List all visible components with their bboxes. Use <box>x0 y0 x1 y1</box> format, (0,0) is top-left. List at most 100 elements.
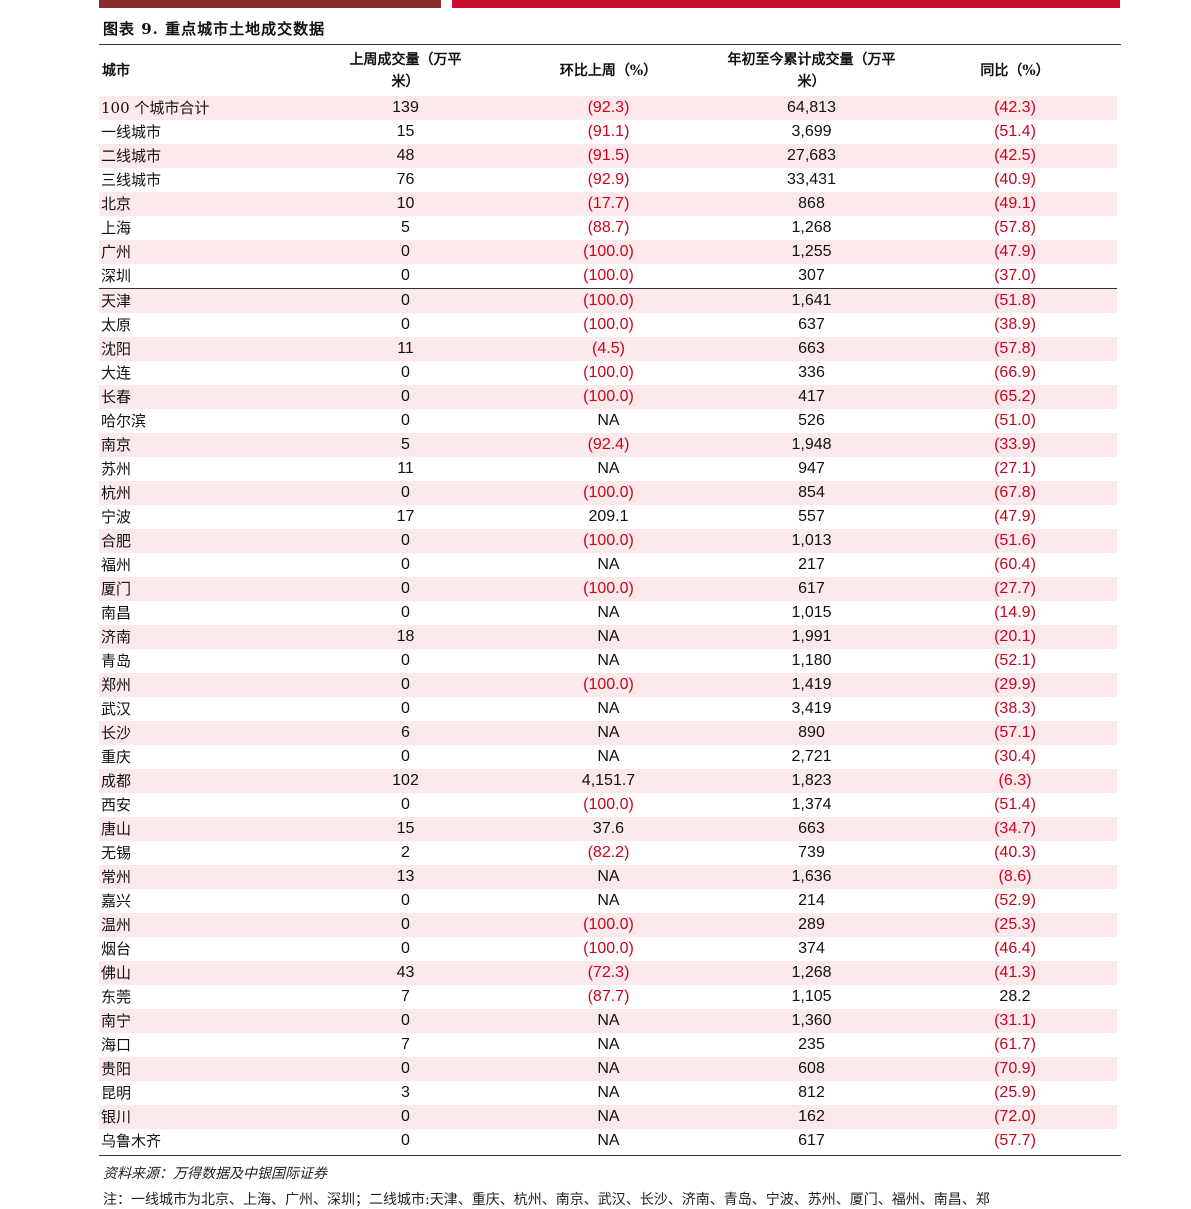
ytd-cell: 663 <box>710 337 913 361</box>
city-cell: 广州 <box>99 240 304 264</box>
yoy-cell: (52.1) <box>994 652 1036 669</box>
table-row: 南昌 0 NA 1,015 (14.9) <box>99 601 1117 625</box>
ytd-cell: 307 <box>798 267 825 284</box>
wow-cell: NA <box>597 412 620 429</box>
header-ytd: 年初至今累计成交量（万平米） <box>727 51 896 90</box>
ytd-cell: 1,374 <box>791 796 832 813</box>
ytd-cell: 1,255 <box>710 240 913 264</box>
yoy-cell: 28.2 <box>999 988 1031 1005</box>
yoy-cell: (25.3) <box>913 913 1117 937</box>
ytd-cell: 1,636 <box>710 865 913 889</box>
city-cell: 武汉 <box>101 700 132 718</box>
wow-cell: (82.2) <box>587 844 630 861</box>
ytd-cell: 2,721 <box>791 748 832 765</box>
table-row: 太原 0 (100.0) 637 (38.9) <box>99 313 1117 337</box>
yoy-cell: (61.7) <box>994 1036 1036 1053</box>
wow-cell: NA <box>507 865 710 889</box>
week-volume-cell: 0 <box>304 1009 507 1033</box>
ytd-cell: 1,360 <box>710 1009 913 1033</box>
table-row: 常州 13 NA 1,636 (8.6) <box>99 865 1117 889</box>
ytd-cell: 33,431 <box>787 171 836 188</box>
table-row: 郑州 0 (100.0) 1,419 (29.9) <box>99 673 1117 697</box>
yoy-cell: (51.4) <box>994 123 1036 140</box>
land-transaction-table: 城市 上周成交量（万平米） 环比上周（%） 年初至今累计成交量（万平米） 同比（… <box>99 45 1117 1153</box>
city-cell: 杭州 <box>99 481 304 505</box>
wow-cell: NA <box>507 1057 710 1081</box>
yoy-cell: (34.7) <box>913 817 1117 841</box>
table-row: 三线城市 76 (92.9) 33,431 (40.9) <box>99 168 1117 192</box>
ytd-cell: 637 <box>798 316 825 333</box>
week-volume-cell: 0 <box>304 481 507 505</box>
week-volume-cell: 2 <box>401 844 410 861</box>
ytd-cell: 1,015 <box>791 604 832 621</box>
city-cell: 银川 <box>99 1105 304 1129</box>
week-volume-cell: 11 <box>397 460 414 477</box>
table-row: 南宁 0 NA 1,360 (31.1) <box>99 1009 1117 1033</box>
wow-cell: NA <box>597 892 620 909</box>
ytd-cell: 1,419 <box>710 673 913 697</box>
wow-cell: (91.5) <box>507 144 710 168</box>
table-row: 哈尔滨 0 NA 526 (51.0) <box>99 409 1117 433</box>
ytd-cell: 526 <box>798 412 825 429</box>
ytd-cell: 617 <box>710 577 913 601</box>
wow-cell: (100.0) <box>507 673 710 697</box>
table-row: 温州 0 (100.0) 289 (25.3) <box>99 913 1117 937</box>
city-cell: 无锡 <box>101 844 132 862</box>
ytd-cell: 557 <box>798 508 825 525</box>
table-row: 乌鲁木齐 0 NA 617 (57.7) <box>99 1129 1117 1153</box>
city-cell: 青岛 <box>101 652 132 670</box>
table-row: 杭州 0 (100.0) 854 (67.8) <box>99 481 1117 505</box>
table-header-row: 城市 上周成交量（万平米） 环比上周（%） 年初至今累计成交量（万平米） 同比（… <box>99 45 1117 96</box>
table-row: 昆明 3 NA 812 (25.9) <box>99 1081 1117 1105</box>
table-row: 烟台 0 (100.0) 374 (46.4) <box>99 937 1117 961</box>
yoy-cell: (38.9) <box>994 316 1036 333</box>
yoy-cell: (42.3) <box>913 96 1117 120</box>
wow-cell: (92.4) <box>507 433 710 457</box>
week-volume-cell: 0 <box>401 556 410 573</box>
wow-cell: NA <box>597 1036 620 1053</box>
wow-cell: (100.0) <box>583 940 634 957</box>
city-cell: 一线城市 <box>101 123 162 141</box>
yoy-cell: (65.2) <box>913 385 1117 409</box>
wow-cell: NA <box>507 721 710 745</box>
table-row: 唐山 15 37.6 663 (34.7) <box>99 817 1117 841</box>
yoy-cell: (40.9) <box>994 171 1036 188</box>
yoy-cell: (27.7) <box>913 577 1117 601</box>
city-cell: 福州 <box>101 556 132 574</box>
city-cell: 唐山 <box>99 817 304 841</box>
table-row: 宁波 17 209.1 557 (47.9) <box>99 505 1117 529</box>
city-cell: 重庆 <box>101 748 132 766</box>
wow-cell: NA <box>597 1084 620 1101</box>
table-row: 嘉兴 0 NA 214 (52.9) <box>99 889 1117 913</box>
yoy-cell: (14.9) <box>994 604 1036 621</box>
ytd-cell: 64,813 <box>710 96 913 120</box>
yoy-cell: (38.3) <box>994 700 1036 717</box>
yoy-cell: (66.9) <box>994 364 1036 381</box>
yoy-cell: (47.9) <box>994 508 1036 525</box>
table-row: 银川 0 NA 162 (72.0) <box>99 1105 1117 1129</box>
city-cell: 济南 <box>99 625 304 649</box>
yoy-cell: (72.0) <box>913 1105 1117 1129</box>
week-volume-cell: 0 <box>304 240 507 264</box>
table-row: 青岛 0 NA 1,180 (52.1) <box>99 649 1117 673</box>
city-cell: 合肥 <box>99 529 304 553</box>
table-row: 重庆 0 NA 2,721 (30.4) <box>99 745 1117 769</box>
yoy-cell: (41.3) <box>913 961 1117 985</box>
city-cell: 北京 <box>99 192 304 216</box>
yoy-cell: (52.9) <box>994 892 1036 909</box>
city-cell: 海口 <box>101 1036 132 1054</box>
ytd-cell: 3,419 <box>791 700 832 717</box>
table-row: 贵阳 0 NA 608 (70.9) <box>99 1057 1117 1081</box>
city-cell: 乌鲁木齐 <box>101 1132 162 1150</box>
city-cell: 佛山 <box>99 961 304 985</box>
yoy-cell: (57.1) <box>913 721 1117 745</box>
wow-cell: (100.0) <box>583 267 634 284</box>
city-cell: 东莞 <box>101 988 132 1006</box>
ytd-cell: 1,180 <box>791 652 832 669</box>
table-row: 厦门 0 (100.0) 617 (27.7) <box>99 577 1117 601</box>
wow-cell: (100.0) <box>507 481 710 505</box>
wow-cell: NA <box>597 1132 620 1149</box>
week-volume-cell: 0 <box>401 604 410 621</box>
week-volume-cell: 0 <box>304 913 507 937</box>
city-cell: 常州 <box>99 865 304 889</box>
